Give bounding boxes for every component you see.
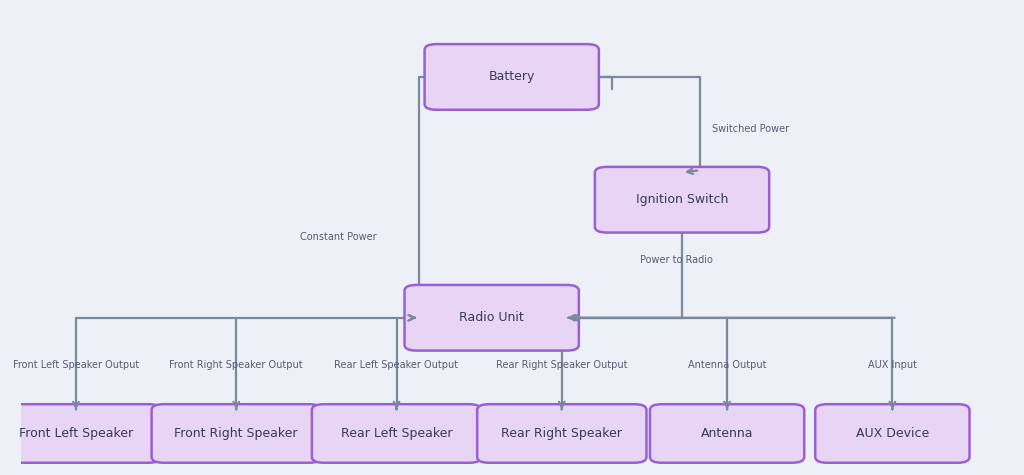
FancyBboxPatch shape: [815, 404, 970, 463]
Text: Front Right Speaker Output: Front Right Speaker Output: [169, 360, 303, 370]
Text: Front Right Speaker: Front Right Speaker: [174, 427, 298, 440]
FancyBboxPatch shape: [477, 404, 646, 463]
Text: Antenna Output: Antenna Output: [688, 360, 766, 370]
FancyBboxPatch shape: [0, 404, 161, 463]
FancyBboxPatch shape: [425, 44, 599, 110]
FancyBboxPatch shape: [404, 285, 579, 351]
Text: Front Left Speaker: Front Left Speaker: [18, 427, 133, 440]
Text: Front Left Speaker Output: Front Left Speaker Output: [13, 360, 139, 370]
Text: Ignition Switch: Ignition Switch: [636, 193, 728, 206]
Text: Antenna: Antenna: [700, 427, 754, 440]
Text: Radio Unit: Radio Unit: [460, 311, 524, 324]
Text: Rear Right Speaker Output: Rear Right Speaker Output: [496, 360, 628, 370]
Text: Constant Power: Constant Power: [300, 232, 377, 243]
Text: Switched Power: Switched Power: [712, 124, 790, 134]
Text: Rear Left Speaker Output: Rear Left Speaker Output: [335, 360, 459, 370]
Text: Rear Right Speaker: Rear Right Speaker: [502, 427, 623, 440]
Text: Power to Radio: Power to Radio: [640, 255, 713, 265]
Text: AUX Input: AUX Input: [868, 360, 916, 370]
FancyBboxPatch shape: [595, 167, 769, 233]
FancyBboxPatch shape: [650, 404, 804, 463]
FancyBboxPatch shape: [152, 404, 321, 463]
Text: AUX Device: AUX Device: [856, 427, 929, 440]
FancyBboxPatch shape: [312, 404, 481, 463]
Text: Rear Left Speaker: Rear Left Speaker: [341, 427, 453, 440]
Text: Battery: Battery: [488, 70, 535, 84]
